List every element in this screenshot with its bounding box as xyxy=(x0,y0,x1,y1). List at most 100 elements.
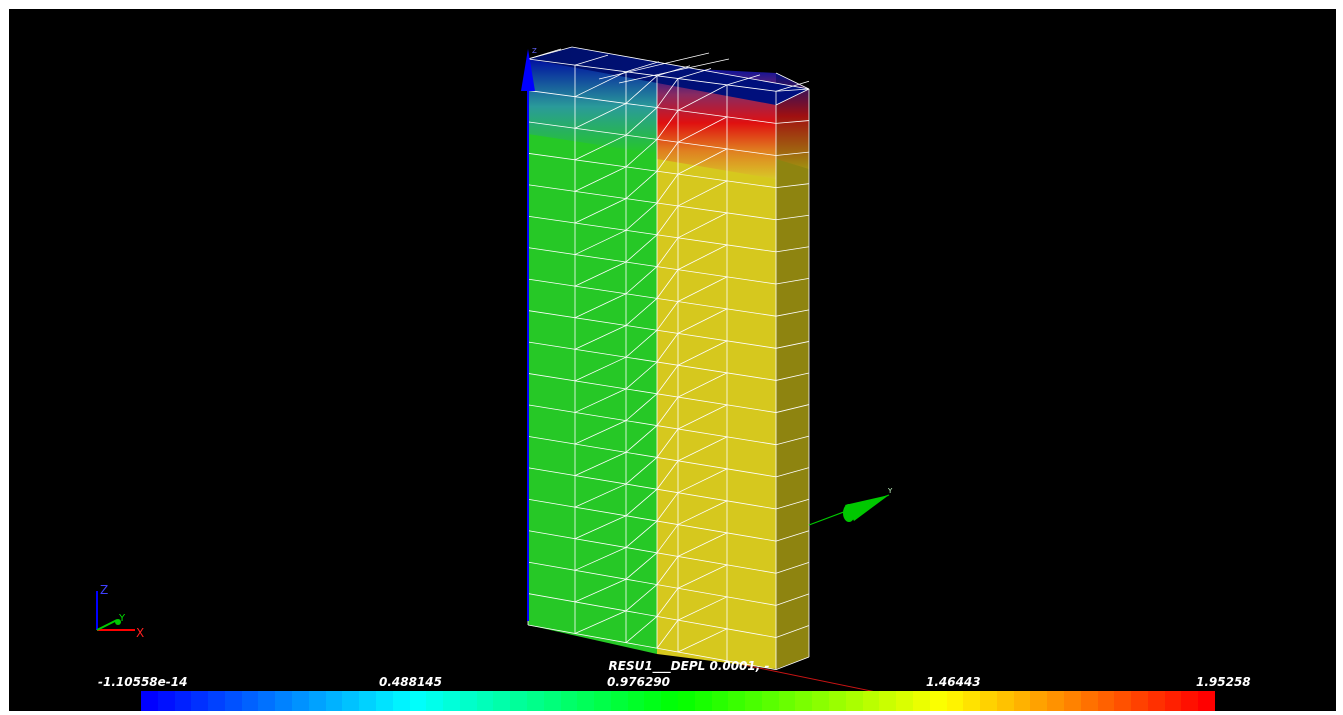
mesh-edge xyxy=(656,333,679,363)
colorbar-swatch xyxy=(1164,691,1182,711)
mesh-edge xyxy=(656,78,679,108)
mesh-edge xyxy=(574,134,627,161)
mesh-edge xyxy=(656,301,679,331)
mesh-edge xyxy=(574,515,627,540)
mesh-edge xyxy=(574,103,627,129)
orientation-triad xyxy=(96,591,135,631)
colorbar-swatch xyxy=(761,691,779,711)
mesh-edge xyxy=(625,202,658,231)
mesh-edge xyxy=(625,329,658,358)
colorbar-swatch xyxy=(392,691,410,711)
mesh-edge xyxy=(527,58,777,92)
triad-y-label: Y xyxy=(118,613,126,624)
mesh-edge xyxy=(574,229,627,255)
mesh-edge xyxy=(775,214,810,221)
mesh-edge xyxy=(527,561,777,606)
colorbar-swatch xyxy=(325,691,343,711)
colorbar-swatch xyxy=(996,691,1014,711)
mesh-edge xyxy=(775,467,810,478)
colorbar-swatch xyxy=(292,691,309,711)
mesh-edge xyxy=(574,483,627,508)
mesh-edge xyxy=(527,435,777,478)
colorbar-swatch xyxy=(829,691,846,711)
mesh-edge xyxy=(625,520,658,548)
mesh-edge xyxy=(574,325,627,350)
colorbar-swatch xyxy=(510,691,527,711)
triad-x-label: X xyxy=(136,626,144,640)
render-viewport[interactable]: Z Y Z Y X RESU1___DEPL 0.0001, - -1.1055… xyxy=(9,9,1336,711)
mesh-edge xyxy=(656,619,679,649)
colorbar-swatch xyxy=(157,691,175,711)
mesh-edge xyxy=(677,212,728,239)
3d-scene[interactable]: Z Y Z Y X xyxy=(9,9,1336,711)
mesh-front-left-top-band xyxy=(528,59,657,154)
colorbar-swatch xyxy=(845,691,863,711)
scene-y-axis-arrow xyxy=(808,494,890,526)
mesh-edge xyxy=(775,80,810,92)
mesh-edge xyxy=(677,148,728,175)
mesh-edge xyxy=(677,340,728,366)
mesh-edge xyxy=(625,75,658,104)
colorbar-swatch xyxy=(1198,691,1215,711)
mesh-edge xyxy=(574,578,627,603)
mesh-edge xyxy=(625,457,658,485)
mesh-edge xyxy=(775,151,810,156)
mesh-edge xyxy=(574,198,627,224)
colorbar-swatch xyxy=(795,691,813,711)
mesh-edge xyxy=(656,556,679,585)
mesh-edge xyxy=(574,166,627,192)
mesh-edge xyxy=(625,266,658,295)
mesh-edge xyxy=(527,48,562,60)
colorbar-swatch xyxy=(644,691,662,711)
colorbar-swatch xyxy=(980,691,997,711)
mesh-edge xyxy=(574,261,627,287)
mesh-edge xyxy=(527,530,777,574)
mesh-edge xyxy=(625,425,658,453)
colorbar-swatch xyxy=(661,691,678,711)
mesh-edge xyxy=(677,500,728,525)
mesh-edge xyxy=(677,468,728,494)
colorbar-swatch xyxy=(459,691,477,711)
mesh-edge xyxy=(775,309,810,317)
colorbar-swatch xyxy=(711,691,729,711)
colorbar-swatch xyxy=(812,691,830,711)
mesh-edge xyxy=(677,68,712,79)
mesh-edge xyxy=(625,616,658,643)
mesh-edge xyxy=(527,90,777,124)
scene-y-axis-label: Y xyxy=(887,487,893,495)
mesh-edge xyxy=(527,121,777,156)
mesh-edge xyxy=(598,52,710,80)
mesh-edge xyxy=(625,170,658,199)
colorbar-swatch xyxy=(426,691,444,711)
colorbar-swatch xyxy=(476,691,494,711)
colorbar-swatch xyxy=(1047,691,1064,711)
mesh-edge xyxy=(775,88,810,106)
colorbar-swatch xyxy=(141,691,158,711)
scalar-bar-tick-label: 1.46443 xyxy=(926,675,981,689)
mesh-edge xyxy=(656,141,679,172)
colorbar-swatch xyxy=(258,691,276,711)
mesh-edge xyxy=(656,205,679,236)
mesh-edge xyxy=(677,180,728,207)
mesh-edge xyxy=(527,498,777,542)
mesh-edge xyxy=(677,244,728,271)
mesh-edge xyxy=(677,116,728,143)
triad-z-label: Z xyxy=(100,583,108,597)
colorbar-swatch xyxy=(526,691,544,711)
mesh-edge xyxy=(677,628,728,653)
mesh-edge xyxy=(656,269,679,299)
mesh-edge xyxy=(677,308,728,334)
colorbar-swatch xyxy=(879,691,897,711)
mesh-edge xyxy=(775,498,810,510)
mesh-edge xyxy=(677,404,728,430)
mesh-edge xyxy=(625,488,658,517)
mesh-edge xyxy=(775,372,810,381)
mesh-edge xyxy=(625,552,658,580)
mesh-edge xyxy=(656,365,679,395)
mesh-edge xyxy=(677,564,728,589)
mesh-edge xyxy=(527,247,777,285)
mesh-edge xyxy=(677,532,728,557)
mesh-edge xyxy=(677,436,728,462)
colorbar-swatch xyxy=(1097,691,1115,711)
mesh-edge xyxy=(574,388,627,413)
